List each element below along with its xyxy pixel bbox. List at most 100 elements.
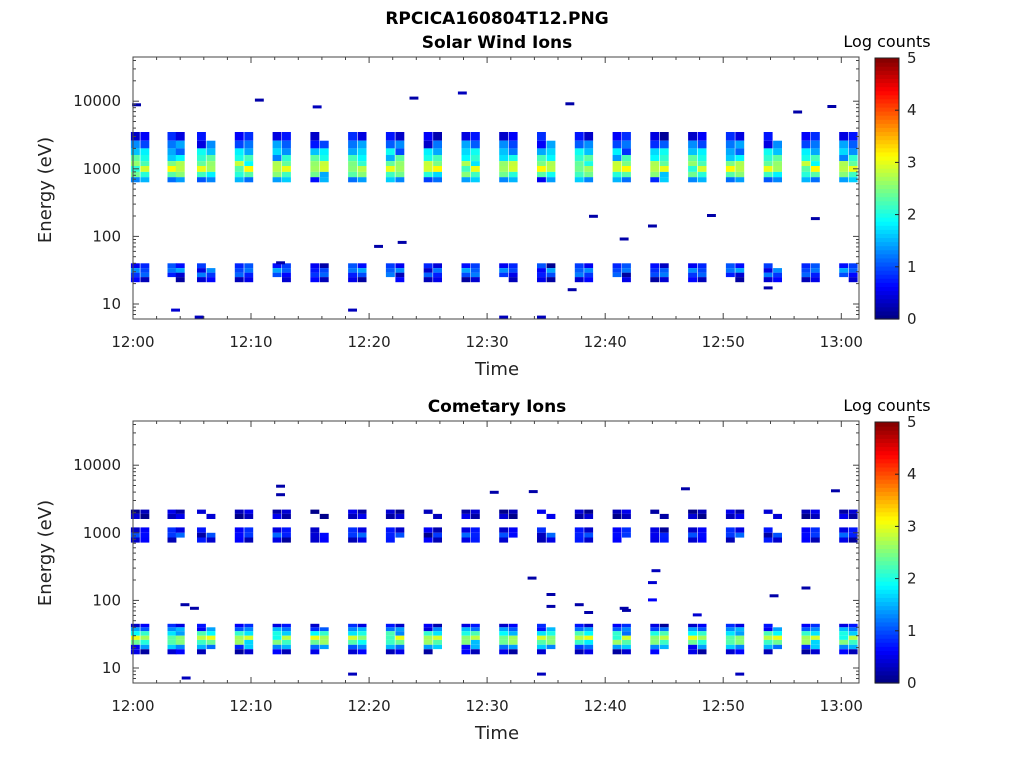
heatmap-cell: [508, 635, 518, 640]
heatmap-cell: [499, 627, 509, 632]
heatmap-cell: [499, 166, 509, 172]
heatmap-cell: [848, 527, 858, 533]
heatmap-cell: [175, 272, 185, 278]
heatmap-cell: [197, 639, 206, 645]
colorbar-segment: [875, 74, 899, 79]
heatmap-cell: [130, 161, 140, 166]
cometary-panel: Cometary Ions Energy (eV) Time 101001000…: [35, 396, 931, 744]
heatmap-cell: [461, 509, 471, 514]
heatmap-cell: [810, 532, 820, 538]
heatmap-cell: [659, 537, 669, 543]
heatmap-cell: [763, 532, 773, 538]
colorbar-segment: [875, 261, 899, 267]
heatmap-cell: [348, 132, 357, 141]
heatmap-cell: [697, 513, 707, 519]
heatmap-cell: [650, 509, 660, 514]
heatmap-cell: [423, 140, 433, 149]
colorbar-segment: [875, 540, 899, 545]
heatmap-cell: [688, 132, 697, 141]
colorbar-segment: [875, 127, 899, 133]
heatmap-cell: [175, 649, 185, 655]
colorbar-segment: [875, 257, 899, 263]
heatmap-cell: [622, 161, 631, 166]
heatmap-cell: [234, 155, 244, 162]
heatmap-cell: [461, 627, 471, 632]
heatmap-cell: [839, 639, 849, 645]
heatmap-cell: [839, 177, 849, 183]
heatmap-cell: [848, 171, 858, 178]
colorbar-segment: [875, 90, 899, 96]
heatmap-cell: [650, 639, 660, 645]
heatmap-cell: [688, 649, 697, 655]
heatmap-cell: [423, 171, 433, 178]
heatmap-cell: [688, 155, 697, 162]
heatmap-cell: [688, 644, 697, 650]
colorbar-segment: [875, 462, 899, 468]
heatmap-cell: [130, 527, 140, 533]
heatmap-cell: [735, 132, 745, 141]
heatmap-cell: [385, 140, 395, 149]
colorbar-segment: [875, 217, 899, 222]
heatmap-cell: [385, 631, 395, 636]
heatmap-cell: [546, 140, 556, 149]
heatmap-cell: [622, 532, 631, 538]
colorbar-segment: [875, 470, 899, 476]
colorbar-segment: [875, 650, 899, 656]
heatmap-cell: [197, 277, 206, 283]
heatmap-cell: [234, 166, 244, 172]
heatmap-cell: [622, 623, 631, 628]
heatmap-cell: [348, 166, 357, 172]
heatmap-cell: [130, 644, 140, 650]
heatmap-cell: [584, 148, 594, 155]
heatmap-cell: [175, 132, 185, 141]
heatmap-cell: [537, 148, 546, 155]
colorbar-segment: [875, 111, 899, 116]
heatmap-cell: [763, 649, 773, 655]
colorbar-title: Log counts: [843, 396, 930, 415]
heatmap-cell: [508, 268, 518, 273]
colorbar-segment: [875, 666, 899, 672]
heatmap-cell: [650, 140, 660, 149]
heatmap-cell: [461, 263, 471, 269]
heatmap-cell: [508, 513, 518, 519]
heatmap-cell: [395, 272, 405, 278]
heatmap-cell: [688, 177, 697, 183]
heatmap-cell: [244, 532, 254, 538]
heatmap-cell: [801, 268, 811, 273]
heatmap-cell: [385, 532, 395, 538]
heatmap-cell: [801, 586, 811, 590]
x-tick-label: 12:00: [111, 333, 154, 351]
heatmap-cell: [254, 98, 264, 102]
colorbar-segment: [875, 98, 899, 104]
heatmap-cell: [234, 132, 244, 141]
heatmap-cell: [423, 132, 433, 141]
heatmap-cell: [397, 240, 407, 244]
heatmap-cell: [167, 148, 177, 155]
heatmap-cell: [725, 644, 735, 650]
y-tick-label: 1000: [83, 524, 121, 542]
heatmap-cell: [234, 537, 244, 543]
heatmap-cell: [839, 527, 849, 533]
heatmap-cell: [357, 509, 367, 514]
heatmap-cell: [206, 631, 216, 636]
heatmap-cell: [175, 166, 185, 172]
colorbar-segment: [875, 70, 899, 75]
heatmap-cell: [763, 132, 773, 141]
heatmap-cell: [433, 627, 442, 632]
heatmap-cell: [546, 148, 556, 155]
heatmap-cell: [348, 623, 357, 628]
heatmap-cell: [848, 513, 858, 519]
heatmap-cell: [622, 608, 631, 612]
heatmap-cell: [650, 132, 660, 141]
heatmap-cell: [433, 277, 442, 283]
heatmap-cell: [735, 148, 745, 155]
heatmap-cell: [461, 177, 471, 183]
heatmap-cell: [433, 263, 442, 269]
heatmap-cell: [175, 639, 185, 645]
heatmap-cell: [272, 627, 282, 632]
colorbar-tick-label: 0: [907, 310, 917, 328]
heatmap-cell: [234, 177, 244, 183]
heatmap-cell: [175, 509, 185, 514]
heatmap-cell: [622, 171, 631, 178]
heatmap-cell: [310, 509, 320, 514]
